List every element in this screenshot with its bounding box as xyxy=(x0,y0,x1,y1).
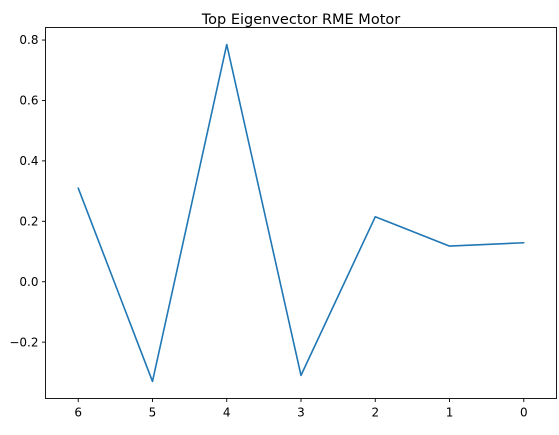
y-tick-label: 0.8 xyxy=(19,33,38,47)
y-tick-label: 0.4 xyxy=(19,154,38,168)
x-tick-label: 2 xyxy=(371,406,379,420)
y-tick-label: 0.6 xyxy=(19,94,38,108)
chart-title: Top Eigenvector RME Motor xyxy=(201,12,400,28)
series-line xyxy=(77,43,525,383)
x-tick-label: 6 xyxy=(74,406,82,420)
y-tick-label: 0.2 xyxy=(19,215,38,229)
y-tick-label: 0.0 xyxy=(19,275,38,289)
x-axis: 6 5 4 3 2 1 0 xyxy=(74,398,528,420)
x-tick-label: 4 xyxy=(223,406,231,420)
y-axis: −0.2 0.0 0.2 0.4 0.6 0.8 xyxy=(9,33,46,349)
x-tick-label: 1 xyxy=(446,406,454,420)
x-tick-label: 5 xyxy=(149,406,157,420)
x-tick-label: 0 xyxy=(520,406,528,420)
x-tick-label: 3 xyxy=(297,406,305,420)
plot-area xyxy=(77,43,525,383)
y-tick-label: −0.2 xyxy=(9,335,38,349)
